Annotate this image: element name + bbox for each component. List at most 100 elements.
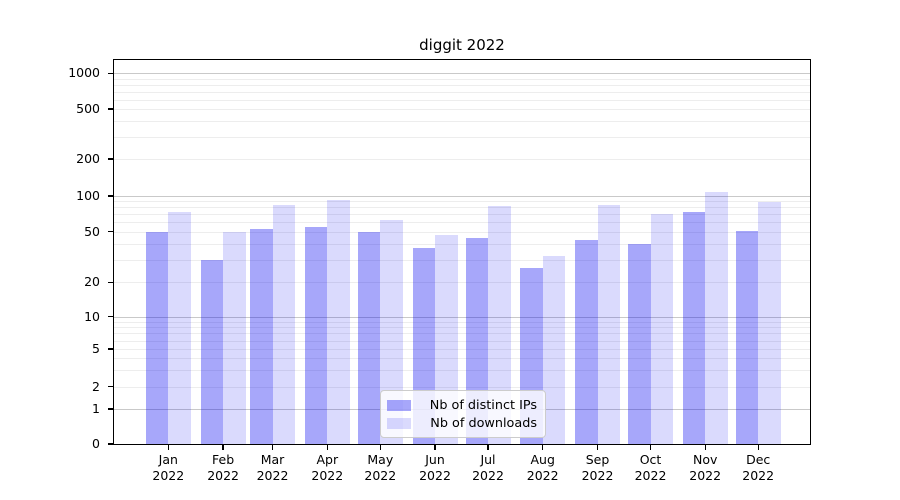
- legend-item-downloads: Nb of downloads: [387, 416, 537, 431]
- y-axis-tick-mark: [108, 72, 113, 74]
- x-axis-tick-mark: [167, 445, 169, 450]
- minor-gridline: [114, 321, 810, 323]
- minor-gridline: [114, 231, 810, 233]
- legend-item-distinct-ips: Nb of distinct IPs: [387, 398, 537, 413]
- y-axis-tick-label: 50: [84, 223, 100, 239]
- bar-downloads-oct: [650, 214, 673, 444]
- y-axis-tick-label: 1000: [68, 65, 100, 81]
- minor-gridline: [114, 91, 810, 93]
- major-gridline: [114, 196, 810, 197]
- bar-downloads-may: [380, 219, 403, 444]
- bar-distinct-ips-mar: [250, 228, 273, 444]
- minor-gridline: [114, 201, 810, 203]
- x-axis-tick-label: Feb 2022: [207, 452, 239, 483]
- x-axis-tick-label: Jan 2022: [152, 452, 185, 483]
- x-axis-tick-mark: [596, 445, 599, 450]
- minor-gridline: [114, 340, 810, 342]
- major-gridline: [114, 316, 810, 318]
- x-axis-tick-label: Mar 2022: [256, 452, 289, 483]
- y-axis-tick-mark: [108, 108, 113, 110]
- bar-downloads-nov: [705, 191, 728, 444]
- x-axis-tick-label: Jul 2022: [472, 452, 504, 483]
- minor-gridline: [114, 244, 810, 246]
- minor-gridline: [114, 159, 810, 160]
- y-axis-tick-label: 200: [76, 151, 100, 166]
- minor-gridline: [114, 358, 810, 360]
- minor-gridline: [114, 370, 810, 372]
- minor-gridline: [114, 259, 810, 261]
- chart-title: diggit 2022: [419, 36, 505, 54]
- x-axis-tick-mark: [542, 445, 544, 450]
- minor-gridline: [114, 222, 810, 224]
- bar-distinct-ips-jan: [145, 231, 169, 444]
- minor-gridline: [114, 136, 810, 138]
- minor-gridline: [114, 109, 810, 110]
- bar-downloads-jan: [168, 211, 191, 444]
- y-axis-tick-mark: [108, 281, 113, 283]
- legend-swatch-distinct-ips: [387, 399, 411, 411]
- minor-gridline: [114, 207, 810, 209]
- bar-downloads-mar: [272, 204, 295, 444]
- minor-gridline: [114, 214, 810, 216]
- x-axis-tick-mark: [649, 445, 652, 450]
- x-axis-tick-label: Nov 2022: [689, 452, 722, 483]
- minor-gridline: [114, 349, 810, 350]
- y-axis-tick-label: 0: [92, 436, 100, 451]
- y-axis-tick-mark: [108, 158, 113, 160]
- bar-downloads-feb: [223, 231, 246, 444]
- y-axis-tick-label: 100: [76, 188, 100, 203]
- minor-gridline: [114, 327, 810, 329]
- x-axis-tick-mark: [222, 445, 224, 450]
- y-axis-tick-label: 10: [84, 308, 100, 324]
- y-axis-tick-mark: [108, 316, 113, 318]
- y-axis-tick-mark: [108, 231, 113, 233]
- bar-downloads-jul: [488, 205, 511, 444]
- minor-gridline: [114, 78, 810, 80]
- x-axis-tick-mark: [326, 445, 328, 450]
- bar-distinct-ips-nov: [682, 211, 706, 444]
- x-axis-tick-mark: [704, 445, 706, 450]
- legend-label-downloads: Nb of downloads: [430, 415, 537, 431]
- y-axis-tick-label: 5: [92, 341, 100, 356]
- bar-downloads-sep: [597, 204, 620, 444]
- x-axis-tick-label: Aug 2022: [526, 452, 559, 483]
- y-axis-tick-label: 1: [92, 401, 100, 416]
- bar-distinct-ips-oct: [628, 244, 651, 444]
- bar-distinct-ips-sep: [575, 240, 598, 444]
- y-axis-tick-mark: [108, 408, 113, 410]
- x-axis-tick-label: Sep 2022: [581, 452, 614, 483]
- minor-gridline: [114, 121, 810, 123]
- x-axis-tick-label: May 2022: [364, 452, 397, 483]
- legend: Nb of distinct IPs Nb of downloads: [380, 390, 546, 438]
- bar-distinct-ips-apr: [304, 226, 328, 444]
- minor-gridline: [114, 386, 810, 388]
- x-axis-tick-mark: [379, 445, 381, 450]
- legend-swatch-downloads: [387, 417, 411, 429]
- x-axis-tick-mark: [757, 445, 759, 450]
- bar-downloads-apr: [327, 199, 350, 444]
- x-axis-tick-mark: [271, 445, 274, 450]
- x-axis-tick-mark: [434, 445, 436, 450]
- y-axis-tick-mark: [108, 195, 113, 197]
- y-axis-tick-mark: [108, 348, 113, 350]
- x-axis-tick-mark: [487, 445, 489, 450]
- x-axis-tick-label: Apr 2022: [311, 452, 344, 483]
- bar-distinct-ips-feb: [200, 259, 224, 444]
- bar-distinct-ips-dec: [735, 230, 759, 444]
- legend-label-distinct-ips: Nb of distinct IPs: [429, 397, 537, 413]
- minor-gridline: [114, 333, 810, 335]
- x-axis-tick-label: Jun 2022: [419, 452, 451, 483]
- y-axis-tick-mark: [108, 386, 113, 388]
- plot-area: [113, 59, 811, 445]
- y-axis-tick-label: 20: [84, 274, 100, 290]
- y-axis-tick-mark: [108, 443, 113, 445]
- minor-gridline: [114, 99, 810, 101]
- y-axis-tick-label: 2: [92, 378, 100, 394]
- bar-downloads-dec: [758, 202, 781, 444]
- x-axis-tick-label: Oct 2022: [634, 452, 667, 483]
- bar-downloads-aug: [542, 256, 566, 444]
- y-axis-tick-label: 500: [76, 101, 100, 116]
- x-axis-tick-label: Dec 2022: [742, 452, 775, 483]
- bar-distinct-ips-may: [357, 231, 381, 444]
